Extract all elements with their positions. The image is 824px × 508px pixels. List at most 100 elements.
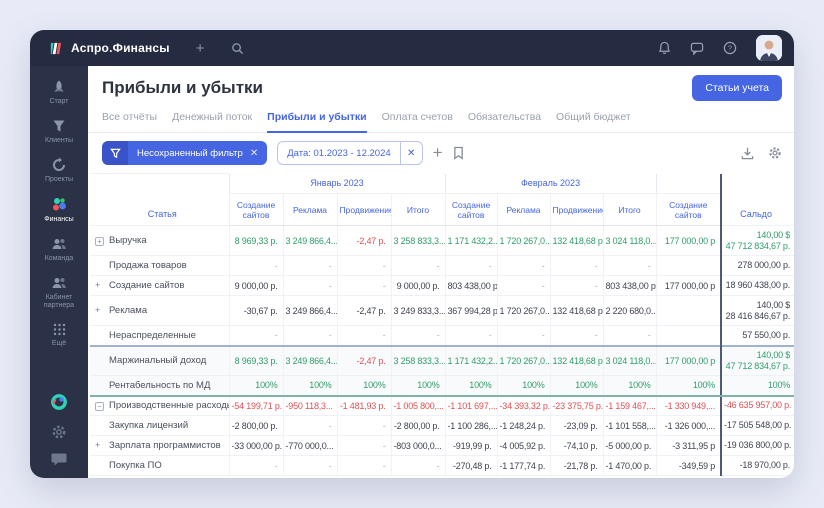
sidebar-item-team[interactable]: Команда	[30, 230, 88, 269]
bookmark-icon[interactable]	[453, 146, 464, 160]
support-bubble-icon[interactable]	[51, 452, 67, 466]
row-label: Выручка	[109, 235, 147, 246]
table-cell: 367 994,28 р.	[444, 295, 497, 326]
table-cell: 9 000,00 р.	[390, 275, 445, 296]
row-label: Нераспределенные	[109, 329, 196, 341]
sidebar-item-projects[interactable]: Проекты	[30, 151, 88, 190]
chat-icon[interactable]	[690, 42, 704, 55]
table-row: Маржинальный доход 8 969,33 р. 3 249 866,4…	[90, 344, 794, 376]
row-label-cell[interactable]: Покупка ПО	[90, 455, 229, 476]
row-label-cell[interactable]: + Выручка	[90, 225, 229, 256]
table-cell: -	[228, 255, 283, 276]
tab-profit-loss[interactable]: Прибыли и убытки	[267, 111, 367, 133]
row-label-cell[interactable]: Нераспределенные	[90, 325, 229, 346]
sidebar-item-partner-cabinet[interactable]: Кабинет партнера	[30, 269, 88, 316]
table-cell: -	[390, 455, 445, 476]
saldo-cell: -19 036 800,00 р.	[720, 435, 794, 456]
table-cell: -4 005,92 р.	[496, 435, 550, 456]
svg-text:?: ?	[728, 44, 732, 53]
row-label-cell[interactable]: Рентабельность по МД	[90, 375, 229, 397]
table-cell: -1 248,24 р.	[496, 415, 550, 436]
table-cell: -	[390, 325, 445, 346]
table-cell: -950 118,3...	[282, 395, 337, 416]
table-cell	[655, 325, 722, 346]
table-cell: 100%	[602, 375, 657, 397]
collapse-icon[interactable]: −	[95, 400, 109, 412]
unsaved-filter-chip[interactable]: Несохраненный фильтр ✕	[102, 141, 268, 165]
tab-general-budget[interactable]: Общий бюджет	[556, 111, 631, 123]
sidebar-item-start[interactable]: Старт	[30, 73, 88, 112]
table-cell: -2,47 р.	[336, 344, 391, 376]
saldo-cell: -18 970,00 р.	[720, 455, 794, 476]
table-cell: -54 199,71 р.	[228, 395, 283, 416]
table-cell: -	[549, 255, 603, 276]
saldo-cell: -17 505 548,00 р.	[720, 415, 794, 436]
expand-plus-icon[interactable]: +	[95, 305, 101, 315]
table-cell: 100%	[496, 375, 550, 397]
value-column-header: Итого	[390, 193, 445, 226]
table-cell: -2 800,00 р.	[390, 415, 445, 436]
sidebar-item-clients[interactable]: Клиенты	[30, 112, 88, 151]
table-cell: -	[602, 255, 657, 276]
table-cell: -1 177,74 р.	[496, 455, 550, 476]
sidebar-item-more[interactable]: Ещё	[30, 316, 88, 354]
remove-filter-icon[interactable]: ✕	[249, 147, 259, 159]
page-title: Прибыли и убытки	[102, 78, 263, 97]
table-cell: 3 024 118,0...	[602, 344, 657, 376]
table-cell: 1 171 432,2...	[444, 225, 497, 256]
expand-icon[interactable]: +	[95, 235, 109, 246]
remove-date-filter-icon[interactable]: ✕	[399, 142, 422, 164]
table-cell: 1 720 267,0...	[496, 225, 550, 256]
table-cell: -	[282, 415, 337, 436]
rocket-icon	[54, 80, 64, 92]
table-cell: 100%	[549, 375, 603, 397]
add-icon[interactable]: +	[195, 39, 205, 57]
sidebar-item-finances[interactable]: Финансы	[30, 190, 88, 230]
tab-bill-payment[interactable]: Оплата счетов	[381, 111, 453, 123]
table-cell: 1 720 267,0...	[496, 344, 550, 376]
table-cell: -770 000,0...	[282, 435, 337, 456]
table-cell: 3 258 833,3...	[390, 344, 445, 376]
team-icon	[52, 239, 66, 249]
table-settings-gear-icon[interactable]	[768, 146, 782, 160]
table-cell: -1 330 949,...	[655, 395, 722, 416]
row-label-cell[interactable]: Продажа товаров	[90, 255, 229, 276]
row-label-cell[interactable]: Закупка лицензий	[90, 415, 229, 436]
expand-plus-icon[interactable]: +	[95, 280, 101, 290]
filter-funnel-icon[interactable]	[102, 141, 128, 165]
table-cell: -	[390, 255, 445, 276]
column-header-saldo: Сальдо	[720, 173, 794, 226]
topbar: Аспро.Финансы + ?	[30, 30, 794, 66]
expand-plus-icon[interactable]: +	[95, 440, 101, 450]
help-icon[interactable]: ?	[723, 41, 737, 55]
table-cell: -	[549, 275, 603, 296]
add-filter-icon[interactable]: +	[432, 143, 443, 162]
row-label-cell[interactable]: + Реклама	[90, 295, 229, 326]
table-cell: 132 418,68 р.	[549, 225, 603, 256]
download-icon[interactable]	[741, 147, 754, 160]
row-label-cell[interactable]: + Зарплата программистов	[90, 435, 229, 456]
table-cell: -	[496, 325, 550, 346]
user-avatar[interactable]	[756, 35, 782, 61]
notifications-bell-icon[interactable]	[658, 41, 671, 55]
table-cell: 177 000,00 р	[655, 225, 722, 256]
search-icon[interactable]	[231, 42, 244, 55]
tab-cash-flow[interactable]: Денежный поток	[172, 111, 253, 123]
product-logo-icon[interactable]	[49, 392, 69, 412]
row-label-cell[interactable]: − Производственные расходы	[90, 395, 229, 416]
tab-obligations[interactable]: Обязательства	[467, 111, 542, 123]
value-column-header: Реклама	[282, 193, 337, 226]
accounting-articles-button[interactable]: Статьи учета	[692, 75, 782, 101]
table-cell: -1 005 800,...	[390, 395, 445, 416]
tab-all-reports[interactable]: Все отчёты	[102, 111, 158, 123]
table-cell: 100%	[444, 375, 497, 397]
row-label: Производственные расходы	[109, 400, 229, 412]
table-cell: 100%	[390, 375, 445, 397]
row-label-cell[interactable]: + Создание сайтов	[90, 275, 229, 296]
row-label-cell[interactable]: Маржинальный доход	[90, 344, 229, 376]
month-group-header	[655, 173, 722, 194]
settings-gear-icon[interactable]	[51, 424, 67, 440]
table-cell: -3 311,95 р	[655, 435, 722, 456]
date-filter-chip[interactable]: Дата: 01.2023 - 12.2024 ✕	[277, 141, 423, 165]
table-cell: 8 969,33 р.	[228, 344, 283, 376]
